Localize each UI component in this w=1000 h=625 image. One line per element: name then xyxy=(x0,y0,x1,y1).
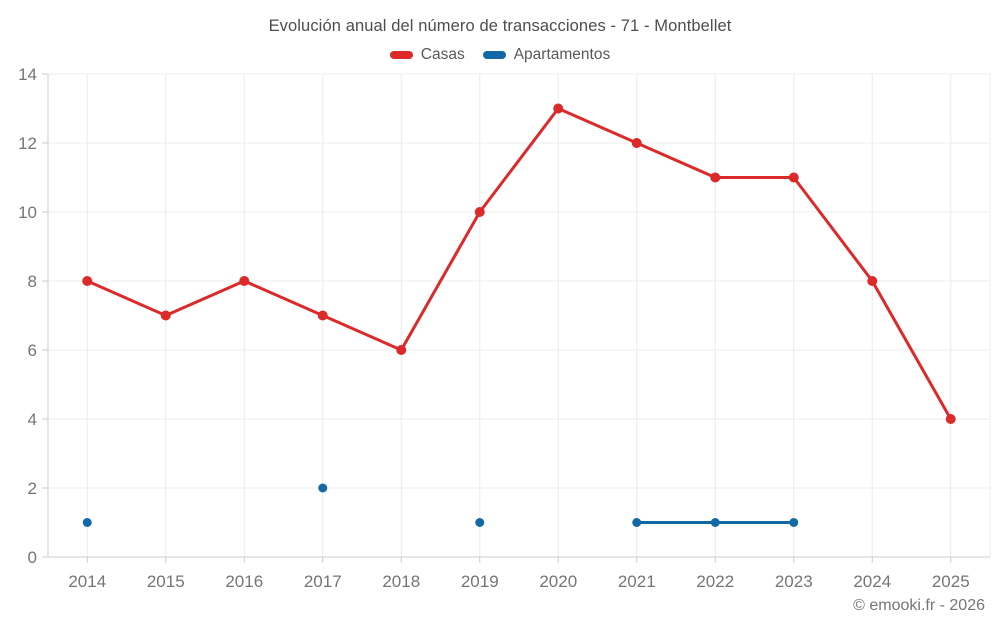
x-tick-label: 2019 xyxy=(461,572,499,591)
data-point-casas-2022[interactable] xyxy=(710,172,721,183)
x-tick-label: 2018 xyxy=(382,572,420,591)
data-point-casas-2025[interactable] xyxy=(945,414,956,424)
x-tick-label: 2017 xyxy=(304,572,342,591)
x-tick-label: 2022 xyxy=(696,572,734,591)
data-point-casas-2019[interactable] xyxy=(474,207,485,217)
data-point-casas-2015[interactable] xyxy=(160,310,171,321)
x-tick-label: 2015 xyxy=(147,572,185,591)
x-tick-label: 2014 xyxy=(68,572,106,591)
y-tick-label: 6 xyxy=(28,341,37,360)
y-tick-label: 14 xyxy=(18,65,37,84)
data-point-casas-2024[interactable] xyxy=(867,276,878,286)
x-tick-label: 2023 xyxy=(775,572,813,591)
y-tick-label: 10 xyxy=(18,203,37,222)
legend-item-casas[interactable]: Casas xyxy=(389,46,465,64)
data-point-casas-2017[interactable] xyxy=(317,310,328,321)
y-tick-label: 4 xyxy=(28,410,37,429)
data-point-casas-2020[interactable] xyxy=(553,103,564,114)
copyright-text: © emooki.fr - 2026 xyxy=(853,597,985,614)
y-tick-label: 0 xyxy=(28,548,37,567)
x-tick-label: 2024 xyxy=(853,572,891,591)
legend-item-apartamentos[interactable]: Apartamentos xyxy=(482,46,611,64)
chart-title: Evolución anual del número de transaccio… xyxy=(268,17,732,35)
y-tick-label: 8 xyxy=(28,272,37,291)
data-point-casas-2023[interactable] xyxy=(788,172,799,183)
series-line-casas xyxy=(85,107,953,421)
y-tick-label: 12 xyxy=(18,134,37,153)
legend-label-casas: Casas xyxy=(420,46,465,63)
data-point-casas-2018[interactable] xyxy=(396,345,407,355)
data-point-apartamentos-2022[interactable] xyxy=(710,518,720,527)
data-point-casas-2014[interactable] xyxy=(82,276,93,286)
legend-swatch-apartamentos-icon xyxy=(482,51,506,59)
data-point-apartamentos-2019[interactable] xyxy=(475,518,485,527)
legend-label-apartamentos: Apartamentos xyxy=(513,46,611,63)
legend-swatch-casas-icon xyxy=(389,51,413,59)
data-point-apartamentos-2021[interactable] xyxy=(632,518,642,527)
data-point-casas-2016[interactable] xyxy=(239,276,250,286)
x-tick-label: 2021 xyxy=(618,572,656,591)
x-tick-label: 2016 xyxy=(225,572,263,591)
x-tick-label: 2020 xyxy=(539,572,577,591)
data-point-casas-2021[interactable] xyxy=(631,138,642,148)
data-point-apartamentos-2017[interactable] xyxy=(318,483,328,493)
data-point-apartamentos-2014[interactable] xyxy=(82,518,92,527)
chart-legend: Casas Apartamentos xyxy=(0,46,1000,64)
x-tick-label: 2025 xyxy=(932,572,970,591)
data-point-apartamentos-2023[interactable] xyxy=(789,518,799,527)
y-tick-label: 2 xyxy=(28,479,37,498)
